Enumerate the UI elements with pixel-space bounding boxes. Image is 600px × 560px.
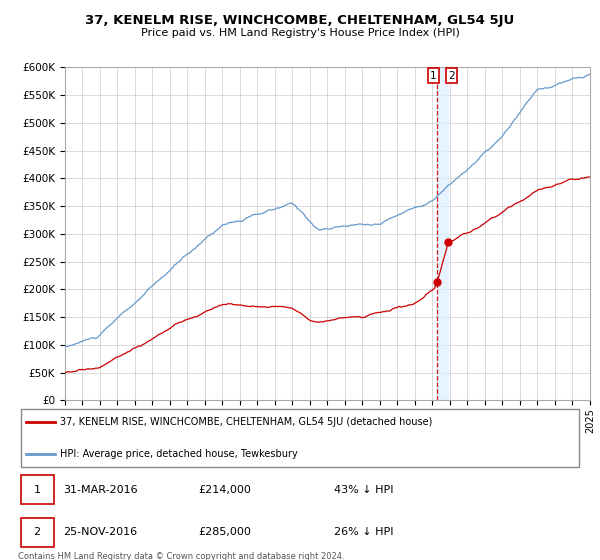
Text: Contains HM Land Registry data © Crown copyright and database right 2024.
This d: Contains HM Land Registry data © Crown c… xyxy=(18,552,344,560)
Text: 1: 1 xyxy=(34,485,41,495)
Text: 37, KENELM RISE, WINCHCOMBE, CHELTENHAM, GL54 5JU (detached house): 37, KENELM RISE, WINCHCOMBE, CHELTENHAM,… xyxy=(60,417,433,427)
Text: 37, KENELM RISE, WINCHCOMBE, CHELTENHAM, GL54 5JU: 37, KENELM RISE, WINCHCOMBE, CHELTENHAM,… xyxy=(85,14,515,27)
Text: 2: 2 xyxy=(448,71,455,81)
Bar xyxy=(437,67,448,400)
FancyBboxPatch shape xyxy=(21,475,53,504)
FancyBboxPatch shape xyxy=(21,409,579,467)
Text: £285,000: £285,000 xyxy=(199,527,251,537)
Text: 1: 1 xyxy=(430,71,437,81)
Text: 2: 2 xyxy=(34,527,41,537)
Text: HPI: Average price, detached house, Tewkesbury: HPI: Average price, detached house, Tewk… xyxy=(60,449,298,459)
Text: 25-NOV-2016: 25-NOV-2016 xyxy=(63,527,137,537)
Text: 31-MAR-2016: 31-MAR-2016 xyxy=(63,485,138,495)
Text: Price paid vs. HM Land Registry's House Price Index (HPI): Price paid vs. HM Land Registry's House … xyxy=(140,28,460,38)
FancyBboxPatch shape xyxy=(21,518,53,547)
Text: £214,000: £214,000 xyxy=(199,485,251,495)
Text: 26% ↓ HPI: 26% ↓ HPI xyxy=(334,527,394,537)
Text: 43% ↓ HPI: 43% ↓ HPI xyxy=(334,485,394,495)
